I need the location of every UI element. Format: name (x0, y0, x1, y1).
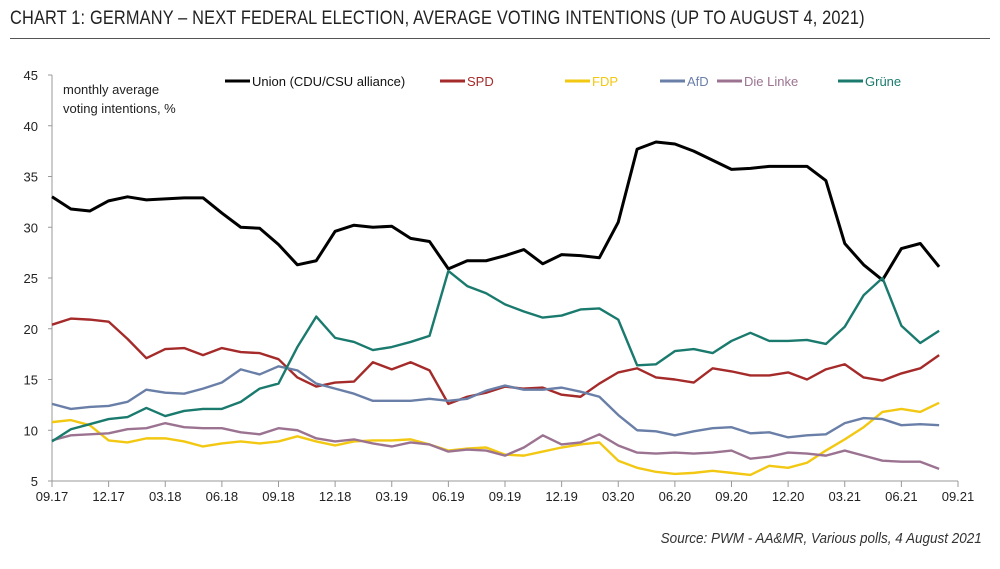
legend-label: SPD (467, 74, 494, 89)
x-tick-label: 03.18 (149, 489, 182, 504)
y-tick-label: 30 (24, 220, 38, 235)
y-tick-label: 35 (24, 170, 38, 185)
x-tick-label: 06.19 (432, 489, 465, 504)
y-tick-label: 20 (24, 322, 38, 337)
x-tick-label: 12.19 (545, 489, 578, 504)
y-axis-label: monthly average (63, 82, 159, 97)
y-tick-label: 10 (24, 423, 38, 438)
x-tick-label: 12.18 (319, 489, 352, 504)
source-note: Source: PWM - AA&MR, Various polls, 4 Au… (660, 530, 982, 547)
series-line-3 (51, 365, 940, 439)
x-tick-label: 06.21 (885, 489, 918, 504)
y-tick-label: 25 (24, 271, 38, 286)
x-tick-label: 12.20 (772, 489, 805, 504)
x-tick-label: 09.17 (36, 489, 69, 504)
series-line-4 (51, 421, 940, 470)
y-tick-label: 15 (24, 373, 38, 388)
x-tick-label: 12.17 (92, 489, 125, 504)
y-axis-label: voting intentions, % (63, 101, 176, 116)
legend-label: AfD (687, 74, 709, 89)
x-tick-label: 03.21 (828, 489, 861, 504)
title-divider (10, 38, 990, 39)
x-tick-label: 09.20 (715, 489, 748, 504)
series-line-5 (51, 269, 940, 443)
y-tick-label: 40 (24, 119, 38, 134)
legend-label: FDP (592, 74, 618, 89)
legend-label: Die Linke (744, 74, 798, 89)
x-tick-label: 06.18 (206, 489, 239, 504)
x-tick-label: 09.19 (489, 489, 522, 504)
x-tick-label: 03.20 (602, 489, 635, 504)
legend-label: Union (CDU/CSU alliance) (252, 74, 405, 89)
series-line-0 (51, 140, 941, 282)
x-tick-label: 09.21 (942, 489, 975, 504)
x-tick-label: 06.20 (659, 489, 692, 504)
legend-label: Grüne (865, 74, 901, 89)
chart-title: CHART 1: GERMANY – NEXT FEDERAL ELECTION… (10, 8, 865, 29)
x-tick-label: 03.19 (375, 489, 408, 504)
y-tick-label: 5 (31, 474, 38, 489)
x-tick-label: 09.18 (262, 489, 295, 504)
y-tick-label: 45 (24, 68, 38, 83)
series-line-2 (51, 401, 940, 477)
series-line-1 (51, 317, 940, 406)
